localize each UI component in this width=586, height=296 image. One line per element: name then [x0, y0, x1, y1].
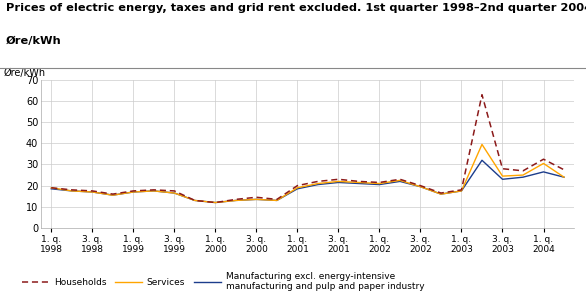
- Text: Prices of electric energy, taxes and grid rent excluded. 1st quarter 1998–2nd qu: Prices of electric energy, taxes and gri…: [6, 3, 586, 13]
- Text: Øre/kWh: Øre/kWh: [6, 36, 62, 46]
- Legend: Households, Services, Manufacturing excl. energy-intensive
manufacturing and pul: Households, Services, Manufacturing excl…: [22, 272, 424, 292]
- Text: Øre/kWh: Øre/kWh: [4, 68, 46, 78]
